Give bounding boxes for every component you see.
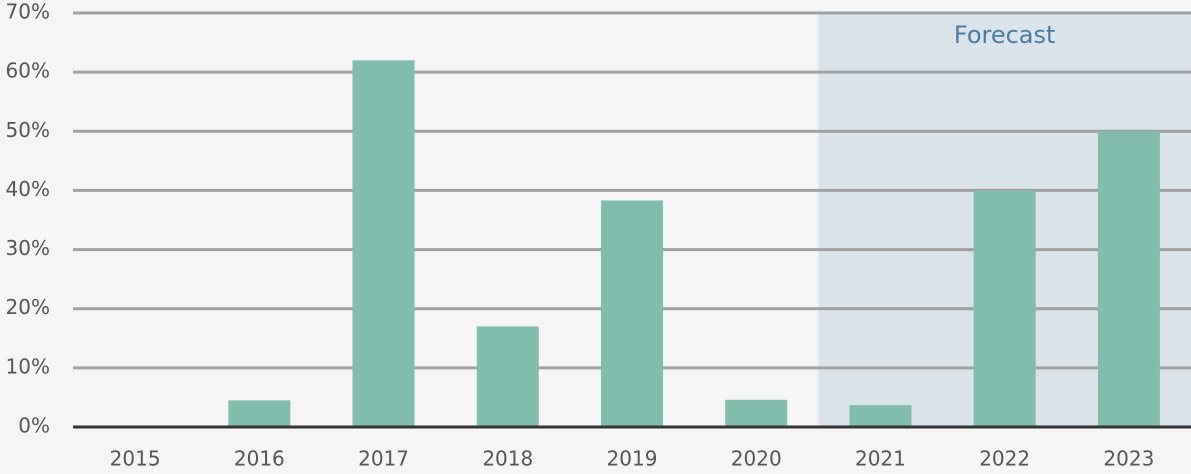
bar <box>228 400 291 427</box>
bar <box>973 190 1036 427</box>
bar <box>601 200 663 427</box>
y-tick-label: 60% <box>6 59 50 83</box>
x-tick-label: 2020 <box>731 447 782 471</box>
y-tick-label: 50% <box>6 118 50 142</box>
x-tick-label: 2021 <box>855 447 906 471</box>
x-tick-label: 2016 <box>234 447 285 471</box>
bar <box>725 399 788 427</box>
x-tick-label: 2022 <box>979 447 1030 471</box>
bar <box>352 60 415 428</box>
y-tick-label: 10% <box>6 354 50 378</box>
y-tick-label: 70% <box>6 0 50 24</box>
bar <box>1097 131 1160 428</box>
y-tick-label: 40% <box>6 177 50 201</box>
x-tick-label: 2018 <box>482 447 533 471</box>
x-tick-label: 2019 <box>607 447 658 471</box>
x-tick-label: 2017 <box>358 447 409 471</box>
bar <box>476 326 539 427</box>
x-tick-label: 2015 <box>110 447 161 471</box>
bar <box>849 405 912 427</box>
x-tick-label: 2023 <box>1103 447 1154 471</box>
y-tick-label: 30% <box>6 236 50 260</box>
forecast-label: Forecast <box>954 21 1056 49</box>
y-tick-label: 20% <box>6 295 50 319</box>
y-tick-label: 0% <box>18 414 50 438</box>
